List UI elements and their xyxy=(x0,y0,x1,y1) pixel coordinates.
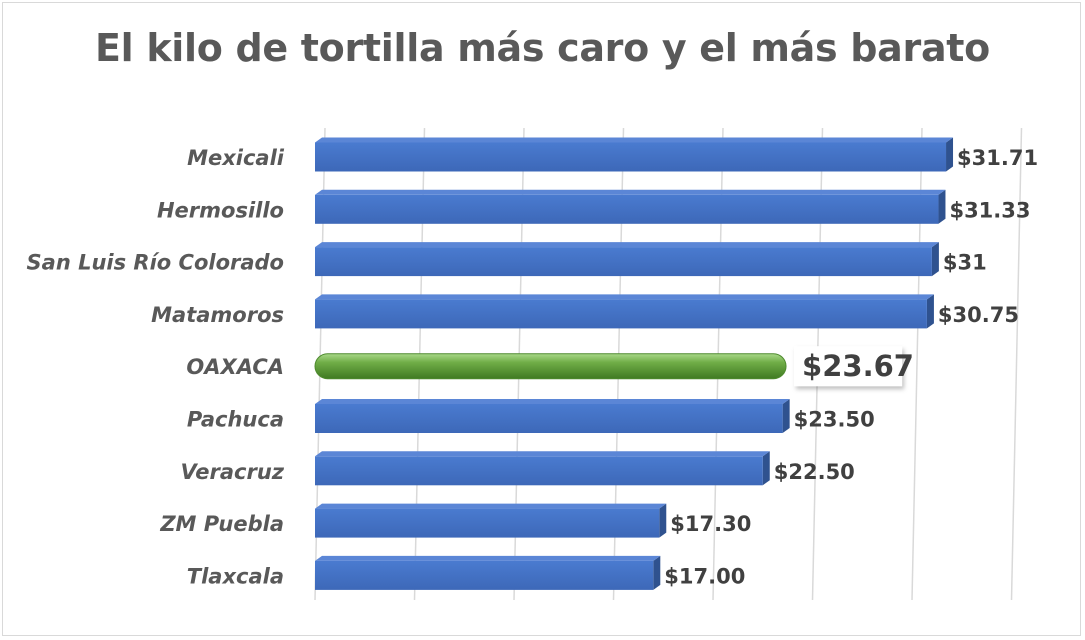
value-label: $31.33 xyxy=(949,198,1030,222)
category-label: Matamoros xyxy=(151,303,284,327)
bar-side xyxy=(926,294,934,329)
value-label: $30.75 xyxy=(938,303,1019,327)
category-label: ZM Puebla xyxy=(159,512,284,536)
bar-side xyxy=(931,242,939,277)
bar xyxy=(315,404,783,433)
bar-side xyxy=(782,399,790,433)
bar-side xyxy=(946,137,954,172)
bar-top xyxy=(315,189,946,195)
bar xyxy=(315,194,939,224)
bar-side xyxy=(938,189,946,224)
value-label: $22.50 xyxy=(774,460,855,484)
bar-top xyxy=(315,137,954,143)
bar-highlight xyxy=(314,353,787,380)
bar-top xyxy=(315,242,939,248)
category-label: Mexicali xyxy=(187,146,285,170)
value-label-box xyxy=(794,346,903,387)
bar-top xyxy=(315,294,934,300)
category-label: Tlaxcala xyxy=(187,564,284,588)
category-label: Veracruz xyxy=(181,460,285,484)
bar xyxy=(315,560,654,590)
bar-top xyxy=(315,451,770,457)
bar-top xyxy=(315,399,790,404)
category-label: San Luis Río Colorado xyxy=(27,251,284,275)
bar xyxy=(315,247,932,277)
gridline xyxy=(1010,127,1023,601)
value-label: $23.67 xyxy=(802,349,914,383)
category-label: OAXACA xyxy=(186,355,284,379)
bar-side xyxy=(653,555,661,590)
bar-top xyxy=(315,503,667,509)
bar-side xyxy=(659,503,667,538)
bar xyxy=(315,142,947,172)
bar xyxy=(315,299,927,329)
category-label: Pachuca xyxy=(187,408,284,432)
value-label: $17.30 xyxy=(670,512,751,536)
value-label: $17.00 xyxy=(664,564,745,588)
value-label: $31 xyxy=(943,251,987,275)
bar-top xyxy=(315,555,661,561)
bar xyxy=(315,508,660,538)
chart-title: El kilo de tortilla más caro y el más ba… xyxy=(95,26,990,70)
bar-side xyxy=(762,451,770,486)
value-label: $23.50 xyxy=(794,408,875,432)
value-label: $31.71 xyxy=(957,146,1038,170)
category-label: Hermosillo xyxy=(157,198,284,222)
bar xyxy=(315,456,763,486)
